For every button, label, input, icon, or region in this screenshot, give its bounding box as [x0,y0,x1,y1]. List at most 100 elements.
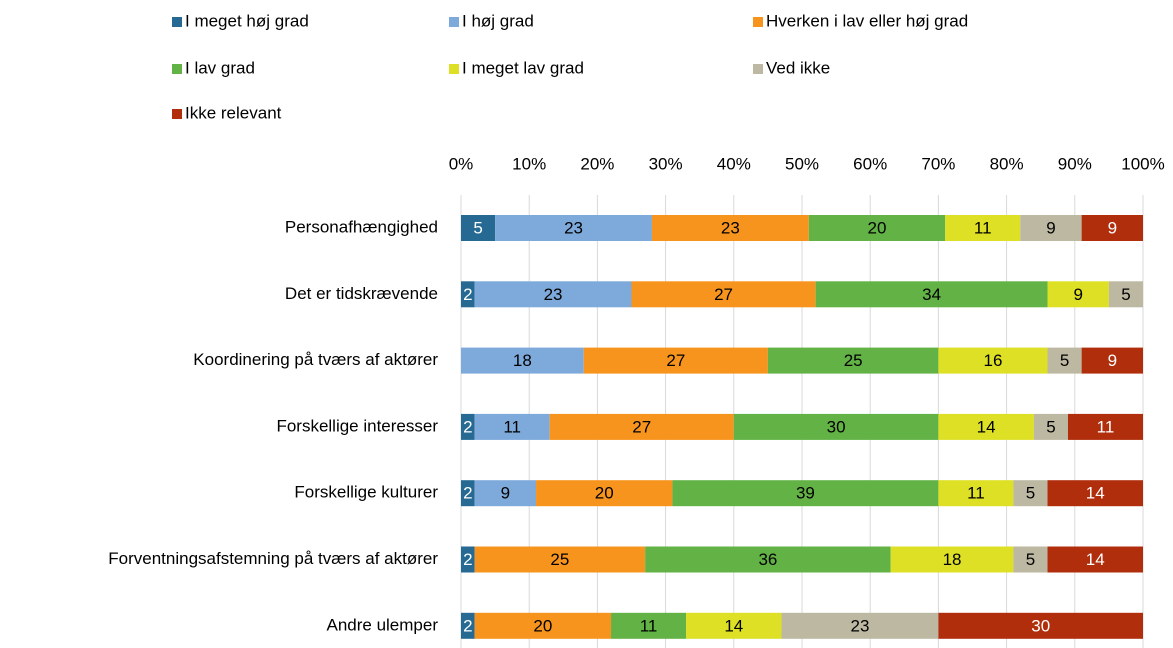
data-label: 25 [550,550,569,569]
data-label: 11 [974,218,992,237]
bar-segment [461,347,584,374]
legend-swatch [449,64,459,74]
data-label: 2 [463,616,472,635]
bar-segment [1067,413,1143,440]
bar-segment [686,612,782,639]
bar-segment [461,281,475,308]
data-label: 14 [1086,484,1105,503]
data-label: 9 [1073,285,1082,304]
bar-segment [938,413,1034,440]
data-label: 20 [595,484,614,503]
x-tick-label: 80% [990,154,1024,173]
bar-segment [1047,347,1082,374]
data-label: 27 [714,285,733,304]
data-label: 5 [1121,285,1130,304]
bar-segment [767,347,939,374]
bar-segment [808,215,946,241]
bar-segment [651,215,809,241]
bar-segment [645,546,891,573]
legend-label: Hverken i lav eller høj grad [766,11,968,30]
bar-segment [1047,281,1109,308]
bar-segment [474,612,612,639]
category-label: Det er tidskrævende [285,284,438,303]
data-label: 14 [977,417,996,436]
data-label: 11 [503,417,521,436]
bar-segment [536,480,673,507]
bar-segment [733,413,939,440]
data-label: 36 [758,550,777,569]
bar-segment [461,546,475,573]
legend-label: I lav grad [185,58,255,77]
data-label: 9 [501,484,510,503]
data-label: 23 [851,616,870,635]
data-label: 27 [632,417,651,436]
legend-label: Ved ikke [766,58,830,77]
category-label: Personafhængighed [285,217,438,236]
bar-segment [1081,347,1143,374]
data-label: 20 [868,218,887,237]
bar-segment [1013,546,1048,573]
category-label: Andre ulemper [326,615,438,634]
bar-segment [890,546,1014,573]
bar-segment [461,480,475,507]
legend-swatch [172,17,182,27]
data-label: 9 [1108,351,1117,370]
legend-swatch [172,109,182,119]
data-label: 5 [1060,351,1069,370]
legend-label: Ikke relevant [185,103,282,122]
data-label: 23 [721,218,740,237]
data-label: 34 [922,285,941,304]
data-label: 25 [844,351,863,370]
bar-segment [1033,413,1068,440]
category-label: Forskellige kulturer [294,483,438,502]
bar-segment [672,480,939,507]
bar-segment [938,480,1014,507]
x-tick-label: 90% [1058,154,1092,173]
bar-segment [938,347,1048,374]
bar-segment [631,281,816,308]
data-label: 11 [1097,417,1115,436]
data-label: 5 [1026,550,1035,569]
category-label: Forventningsafstemning på tværs af aktør… [108,549,438,568]
data-label: 18 [943,550,962,569]
data-label: 39 [796,484,815,503]
bar-segment [474,480,537,507]
bar-segment [815,281,1048,308]
x-tick-label: 60% [853,154,887,173]
bar-segment [549,413,734,440]
bar-segment [1020,215,1082,241]
data-label: 23 [544,285,563,304]
bar-segment [474,281,632,308]
data-label: 14 [724,616,743,635]
data-label: 11 [967,484,985,503]
x-tick-label: 100% [1121,154,1164,173]
data-label: 30 [1031,616,1050,635]
data-label: 2 [463,550,472,569]
data-label: 5 [1026,484,1035,503]
bar-segment [474,413,550,440]
data-label: 23 [564,218,583,237]
data-label: 20 [533,616,552,635]
bar-segment [495,215,652,241]
data-label: 2 [463,417,472,436]
bar-segment [1081,215,1143,241]
data-label: 9 [1046,218,1055,237]
bar-segment [583,347,768,374]
bar-segment [938,612,1143,639]
legend-swatch [753,17,763,27]
bar-segment [1047,480,1143,507]
bar-segment [611,612,687,639]
data-label: 11 [640,616,658,635]
data-label: 5 [473,218,482,237]
x-tick-label: 20% [580,154,614,173]
x-tick-label: 0% [449,154,474,173]
data-label: 5 [1046,417,1055,436]
legend-label: I høj grad [462,11,534,30]
legend-label: I meget høj grad [185,11,309,30]
data-label: 2 [463,484,472,503]
bar-segment [461,612,475,639]
x-tick-label: 40% [717,154,751,173]
data-label: 18 [513,351,532,370]
bar-segment [781,612,939,639]
